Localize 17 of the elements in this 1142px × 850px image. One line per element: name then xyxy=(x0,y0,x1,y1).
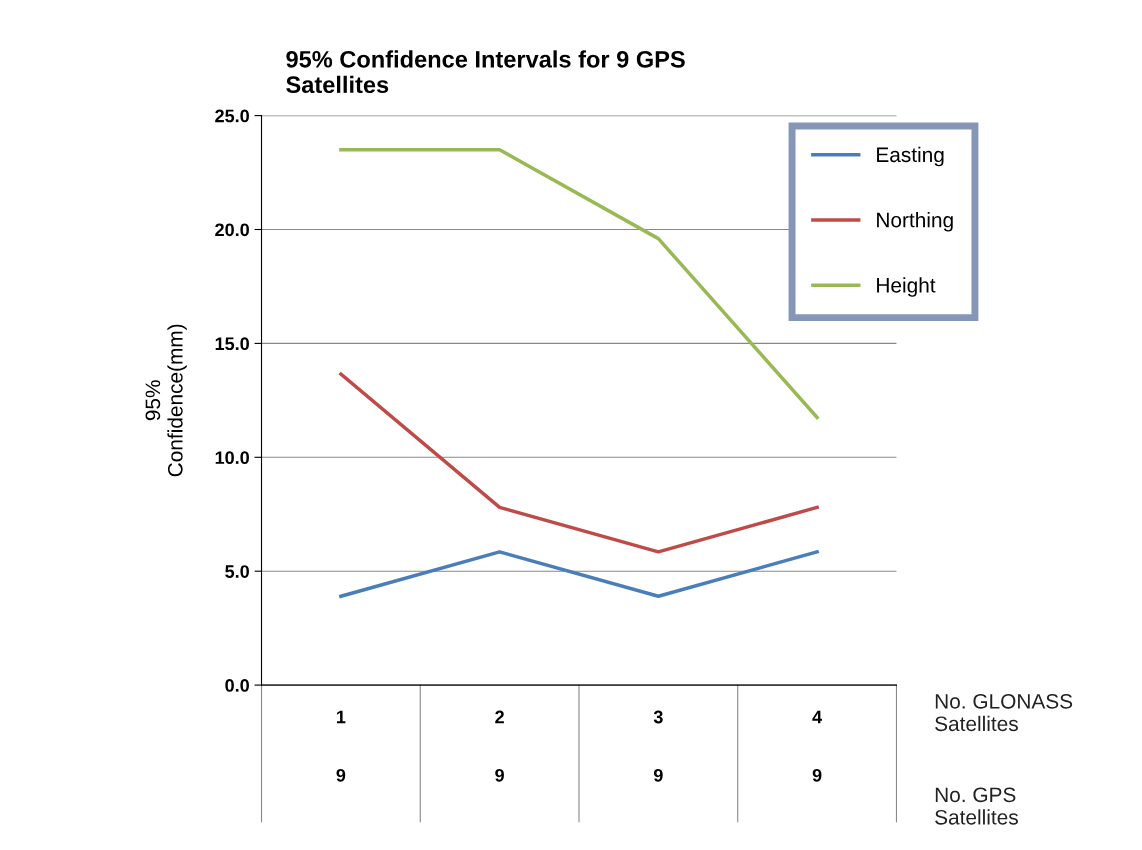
chart-title: 95% Confidence Intervals for 9 GPS Satellites xyxy=(286,50,685,94)
y-tick-label: 15.0 xyxy=(215,337,249,351)
category-label: 4 9 xyxy=(812,710,823,782)
category-label: 1 9 xyxy=(336,710,346,782)
category-label: 2 9 xyxy=(495,710,504,782)
y-axis-title: 95% Confidence(mm) xyxy=(145,324,187,477)
legend-label: Easting xyxy=(877,146,944,167)
y-tick-label: 0.0 xyxy=(225,679,249,692)
legend-label: Height xyxy=(877,277,936,297)
y-tick-label: 5.0 xyxy=(225,565,249,578)
y-tick-label: 20.0 xyxy=(215,223,249,237)
text: No. GPS Satellites xyxy=(935,787,1018,825)
category-label: 3 9 xyxy=(653,710,663,782)
y-tick-label: 10.0 xyxy=(215,451,249,465)
legend-label: Northing xyxy=(877,212,953,232)
y-tick-label: 25.0 xyxy=(215,109,249,123)
text: No. GLONASS Satellites xyxy=(935,693,1073,732)
